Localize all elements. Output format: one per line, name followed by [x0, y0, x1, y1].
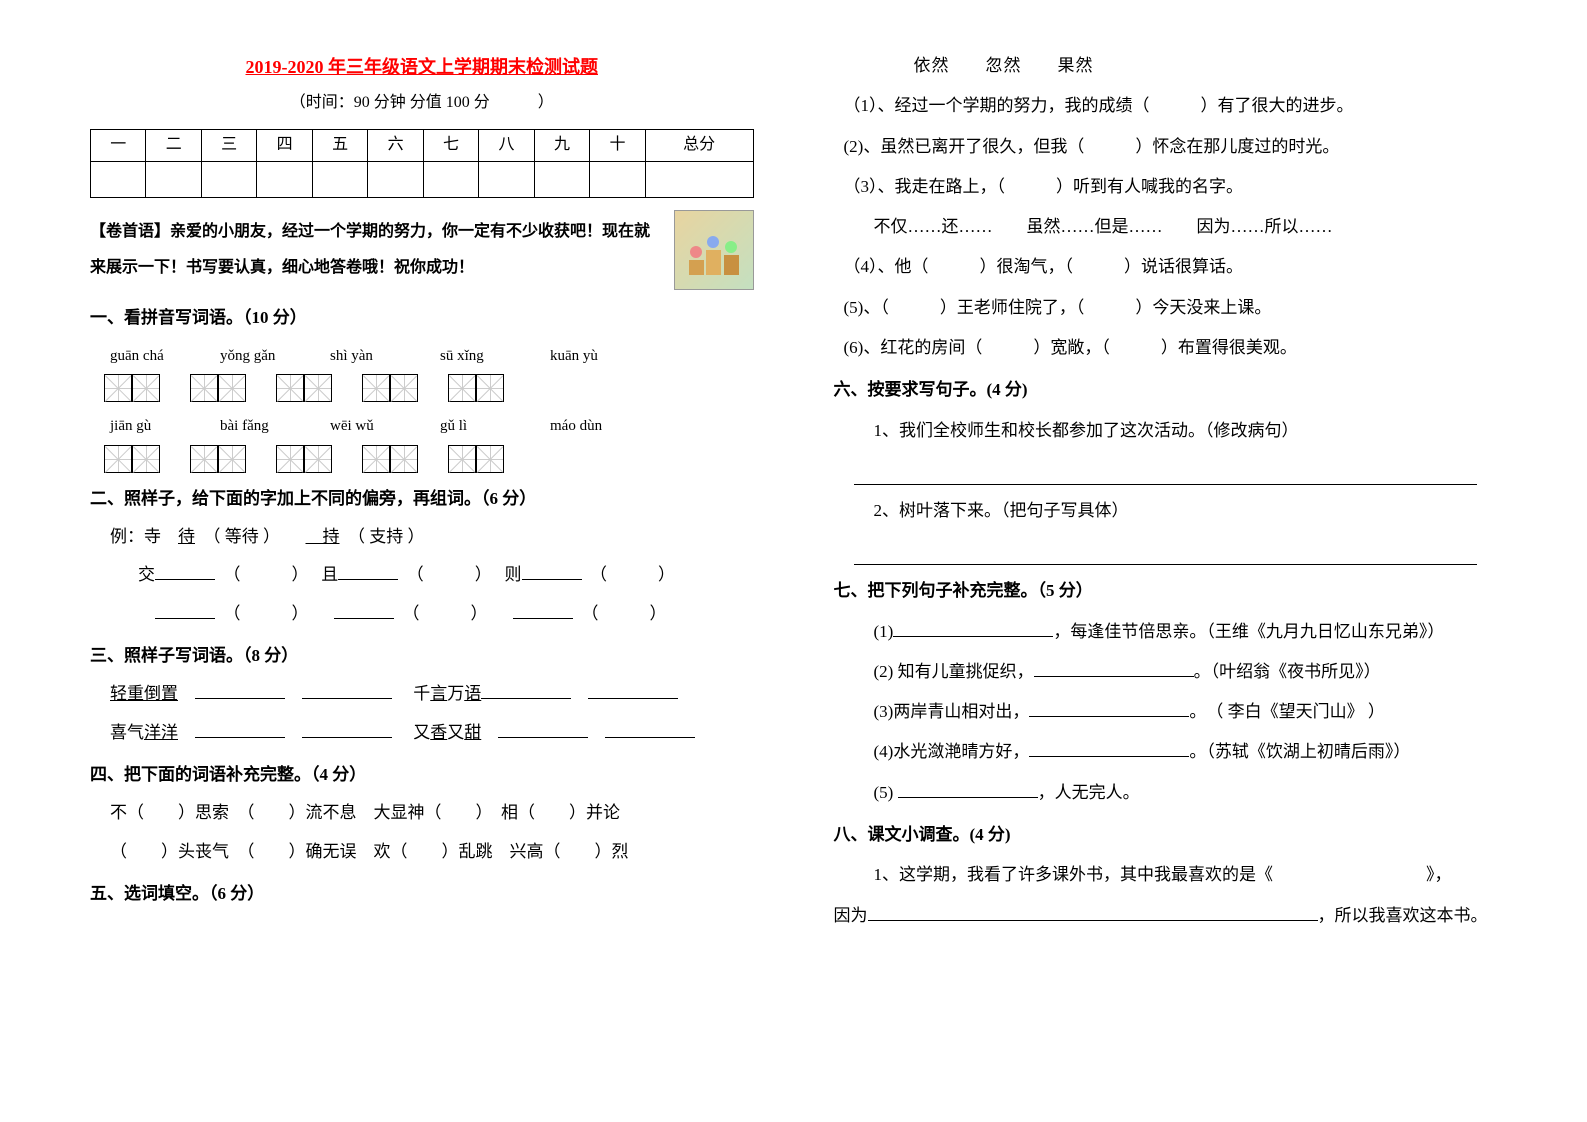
score-col: 总分 — [645, 129, 753, 161]
score-col: 五 — [312, 129, 367, 161]
section4-line1: 不（ ）思索 （ ）流不息 大显神（ ） 相（ ）并论 — [90, 797, 754, 829]
score-col: 四 — [257, 129, 312, 161]
q8-1b: 因为 ，所以我喜欢这本书。 — [834, 900, 1498, 932]
char: 交 — [138, 565, 155, 584]
word-choices-b: 不仅……还…… 虽然……但是…… 因为……所以…… — [834, 211, 1498, 243]
pinyin: yǒng gǎn — [220, 342, 300, 371]
section3-line1: 轻重倒置 千言万语 — [90, 678, 754, 710]
intro-wrap: 【卷首语】亲爱的小朋友，经过一个学期的努力，你一定有不少收获吧！现在就来展示一下… — [90, 210, 754, 290]
intro-image — [674, 210, 754, 290]
word-choices-a: 依然 忽然 果然 — [834, 50, 1498, 82]
section2-title: 二、照样子，给下面的字加上不同的偏旁，再组词。（6 分） — [90, 483, 754, 515]
q6-2: 2、树叶落下来。（把句子写具体） — [834, 495, 1498, 527]
pinyin: sū xǐng — [440, 342, 520, 371]
score-empty-row — [91, 161, 754, 197]
exam-title: 2019-2020 年三年级语文上学期期末检测试题 — [90, 50, 754, 84]
q5-6: (6)、红花的房间（ ）宽敞，（ ）布置得很美观。 — [834, 332, 1498, 364]
q-suffix: ，每逢佳节倍思亲。（王维《九月九日忆山东兄弟》） — [1053, 622, 1444, 641]
q6-1: 1、我们全校师生和校长都参加了这次活动。（修改病句） — [834, 415, 1498, 447]
q5-5: (5)、（ ）王老师住院了，（ ）今天没来上课。 — [834, 292, 1498, 324]
example-word: 千言万语 — [413, 684, 481, 703]
section7-title: 七、把下列句子补充完整。（5 分） — [834, 575, 1498, 607]
exam-subtitle: （时间：90 分钟 分值 100 分 ） — [90, 88, 754, 118]
intro-text: 【卷首语】亲爱的小朋友，经过一个学期的努力，你一定有不少收获吧！现在就来展示一下… — [90, 214, 664, 284]
q8-1a: 1、这学期，我看了许多课外书，其中我最喜欢的是《 》， — [834, 859, 1498, 891]
section3-line2: 喜气洋洋 又香又甜 — [90, 717, 754, 749]
answer-line — [854, 467, 1478, 485]
section2-line2: （ ） （ ） （ ） — [90, 598, 754, 630]
pinyin: kuān yù — [550, 342, 630, 371]
pinyin: gǔ lì — [440, 412, 520, 441]
q-prefix: (3)两岸青山相对出， — [874, 702, 1030, 721]
pinyin-row-2: jiān gù bài fǎng wēi wǔ gǔ lì máo dùn — [110, 412, 754, 441]
q7-1: (1) ，每逢佳节倍思亲。（王维《九月九日忆山东兄弟》） — [834, 616, 1498, 648]
score-col: 二 — [146, 129, 201, 161]
q7-2: (2) 知有儿童挑促织， 。（叶绍翁《夜书所见》） — [834, 656, 1498, 688]
pinyin: máo dùn — [550, 412, 630, 441]
example-word: 又香又甜 — [413, 723, 481, 742]
answer-line — [854, 547, 1478, 565]
q5-3: （3）、我走在路上，（ ）听到有人喊我的名字。 — [834, 171, 1498, 203]
score-col: 一 — [91, 129, 146, 161]
score-col: 三 — [201, 129, 256, 161]
q-suffix: 。 （ 李白《望天门山》 ） — [1189, 702, 1385, 721]
example-word: 轻重倒置 — [110, 684, 178, 703]
score-col: 八 — [479, 129, 534, 161]
q-prefix: (1) — [874, 622, 894, 641]
q-prefix: (5) — [874, 783, 898, 802]
q-prefix: (4)水光潋滟晴方好， — [874, 742, 1030, 761]
q5-4: （4）、他（ ）很淘气，（ ）说话很算话。 — [834, 251, 1498, 283]
q-suffix: ，所以我喜欢这本书。 — [1318, 906, 1488, 925]
score-col: 十 — [590, 129, 645, 161]
char: 且 — [321, 565, 338, 584]
q-prefix: 因为 — [834, 906, 868, 925]
pinyin: guān chá — [110, 342, 190, 371]
section1-title: 一、看拼音写词语。（10 分） — [90, 302, 754, 334]
q5-1: （1）、经过一个学期的努力，我的成绩（ ）有了很大的进步。 — [834, 90, 1498, 122]
right-column: 依然 忽然 果然 （1）、经过一个学期的努力，我的成绩（ ）有了很大的进步。 (… — [794, 50, 1518, 1072]
char-box-row-2 — [104, 445, 754, 473]
pinyin: bài fǎng — [220, 412, 300, 441]
q5-2: (2)、虽然已离开了很久，但我（ ）怀念在那儿度过的时光。 — [834, 131, 1498, 163]
q-suffix: 。（苏轼《饮湖上初晴后雨》） — [1189, 742, 1410, 761]
score-col: 九 — [534, 129, 589, 161]
pinyin: shì yàn — [330, 342, 410, 371]
char: 则 — [505, 565, 522, 584]
section4-title: 四、把下面的词语补充完整。（4 分） — [90, 759, 754, 791]
section8-title: 八、课文小调查。(4 分) — [834, 819, 1498, 851]
section4-line2: （ ）头丧气 （ ）确无误 欢（ ）乱跳 兴高（ ）烈 — [90, 836, 754, 868]
section2-example: 例：寺 待 （ 等待 ） 持 （ 支持 ） — [90, 521, 754, 553]
score-col: 六 — [368, 129, 423, 161]
q7-4: (4)水光潋滟晴方好， 。（苏轼《饮湖上初晴后雨》） — [834, 736, 1498, 768]
example-word: 喜气洋洋 — [110, 723, 178, 742]
left-column: 2019-2020 年三年级语文上学期期末检测试题 （时间：90 分钟 分值 1… — [70, 50, 794, 1072]
pinyin: jiān gù — [110, 412, 190, 441]
score-header-row: 一 二 三 四 五 六 七 八 九 十 总分 — [91, 129, 754, 161]
section2-line1: 交 （ ） 且 （ ） 则 （ ） — [90, 559, 754, 591]
pinyin: wēi wǔ — [330, 412, 410, 441]
q-suffix: 。（叶绍翁《夜书所见》） — [1194, 662, 1381, 681]
q-suffix: ，人无完人。 — [1038, 783, 1140, 802]
score-col: 七 — [423, 129, 478, 161]
pinyin-row-1: guān chá yǒng gǎn shì yàn sū xǐng kuān y… — [110, 342, 754, 371]
section6-title: 六、按要求写句子。(4 分) — [834, 374, 1498, 406]
section5-title: 五、选词填空。（6 分） — [90, 878, 754, 910]
q-prefix: (2) 知有儿童挑促织， — [874, 662, 1034, 681]
section3-title: 三、照样子写词语。（8 分） — [90, 640, 754, 672]
char-box-row-1 — [104, 374, 754, 402]
q7-5: (5) ，人无完人。 — [834, 777, 1498, 809]
score-table: 一 二 三 四 五 六 七 八 九 十 总分 — [90, 129, 754, 198]
q7-3: (3)两岸青山相对出， 。 （ 李白《望天门山》 ） — [834, 696, 1498, 728]
